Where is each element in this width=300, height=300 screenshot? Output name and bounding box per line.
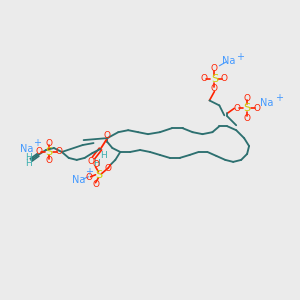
Text: O: O <box>87 158 94 166</box>
Text: O: O <box>254 104 260 113</box>
Text: Na: Na <box>260 98 274 108</box>
Text: O: O <box>211 64 218 73</box>
Text: O: O <box>201 74 208 83</box>
Text: O: O <box>92 160 99 169</box>
Text: H: H <box>93 159 100 168</box>
Text: O: O <box>45 139 52 148</box>
Text: S: S <box>244 103 251 113</box>
Text: S: S <box>45 147 52 157</box>
Text: O: O <box>221 74 228 83</box>
Text: H: H <box>100 152 107 160</box>
Text: O: O <box>85 173 92 182</box>
Text: O: O <box>244 114 250 123</box>
Text: S: S <box>95 170 102 180</box>
Text: +: + <box>236 52 244 62</box>
Text: +: + <box>33 138 41 148</box>
Text: Na: Na <box>72 175 86 185</box>
Text: +: + <box>85 167 93 177</box>
Text: O: O <box>211 84 218 93</box>
Text: O: O <box>105 164 112 173</box>
Text: O: O <box>56 148 62 157</box>
Text: Na: Na <box>222 56 235 66</box>
Text: O: O <box>234 104 241 113</box>
Text: O: O <box>35 148 43 157</box>
Text: Na: Na <box>20 144 34 154</box>
Text: H: H <box>25 159 32 168</box>
Text: H: H <box>25 153 32 162</box>
Text: O: O <box>92 180 99 189</box>
Text: O: O <box>45 156 52 165</box>
Text: O: O <box>104 130 111 140</box>
Text: S: S <box>211 74 218 84</box>
Text: O: O <box>244 94 250 103</box>
Text: +: + <box>275 94 283 103</box>
